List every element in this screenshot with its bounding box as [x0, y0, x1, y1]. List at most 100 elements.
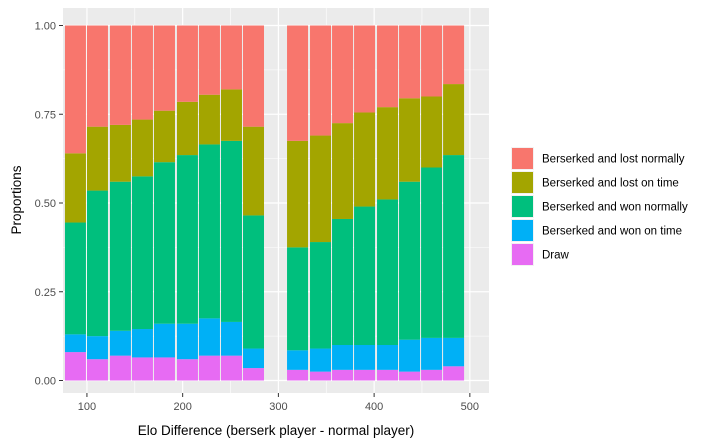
y-axis-title: Proportions	[9, 165, 24, 234]
bar-segment	[153, 357, 175, 381]
legend-label: Berserked and lost normally	[542, 154, 685, 166]
y-tick-label: 1.00	[35, 21, 56, 33]
bar-segment	[332, 123, 354, 219]
bar-segment	[243, 368, 265, 381]
bar-segment	[109, 25, 131, 125]
bar-segment	[64, 25, 86, 154]
bar-segment	[332, 25, 354, 124]
x-tick-label: 300	[269, 401, 287, 413]
bar-segment	[153, 323, 175, 358]
bar-segment	[109, 355, 131, 381]
bar-segment	[176, 359, 198, 381]
bar-segment	[243, 126, 265, 216]
bar-segment	[443, 366, 465, 381]
bar-segment	[332, 345, 354, 370]
bar-segment	[354, 369, 376, 381]
bar-segment	[220, 355, 242, 381]
bar-segment	[131, 329, 153, 358]
bar-segment	[443, 337, 465, 367]
bar-segment	[220, 140, 242, 322]
legend-swatch	[512, 148, 533, 169]
bar-segment	[310, 25, 332, 136]
bar-segment	[377, 345, 399, 370]
bar-segment	[287, 140, 309, 248]
bar-segment	[109, 181, 131, 331]
legend-label: Draw	[542, 250, 570, 262]
bar-segment	[64, 352, 86, 381]
legend-swatch	[512, 244, 533, 265]
bar-segment	[198, 25, 220, 95]
bar-segment	[198, 144, 220, 319]
bar-segment	[399, 181, 421, 340]
bar-segment	[310, 371, 332, 381]
y-tick-label: 0.75	[35, 109, 56, 121]
legend-swatch	[512, 196, 533, 217]
bar-segment	[399, 371, 421, 381]
bar-segment	[377, 107, 399, 200]
bar-segment	[64, 153, 86, 223]
bar-segment	[153, 25, 175, 111]
bar-segment	[243, 25, 265, 127]
bar-segment	[109, 330, 131, 356]
bar-segment	[443, 84, 465, 156]
bar-segment	[220, 321, 242, 356]
legend-label: Berserked and won on time	[542, 226, 682, 238]
bar-segment	[131, 357, 153, 381]
y-tick-label: 0.00	[35, 376, 56, 388]
bar-segment	[310, 135, 332, 243]
bar-segment	[131, 119, 153, 177]
bar-segment	[354, 345, 376, 370]
bar-segment	[421, 25, 443, 97]
bar-segment	[86, 25, 108, 127]
bar-segment	[64, 334, 86, 353]
legend: Berserked and lost normally Berserked and…	[511, 147, 688, 266]
bar-segment	[198, 94, 220, 145]
bar-segment	[131, 25, 153, 120]
bar-segment	[86, 336, 108, 360]
bar-segment	[131, 176, 153, 330]
bar-segment	[287, 25, 309, 141]
bar-segment	[109, 124, 131, 182]
bar-segment	[332, 369, 354, 381]
bar-segment	[377, 369, 399, 381]
bar-segment	[354, 206, 376, 345]
bar-segment	[421, 337, 443, 370]
bar-segment	[243, 348, 265, 369]
bar-segment	[198, 318, 220, 356]
bar-segment	[332, 218, 354, 345]
y-tick-label: 0.25	[35, 287, 56, 299]
y-axis: 0.00 0.25 0.50 0.75 1.00	[35, 21, 63, 388]
bar-segment	[198, 355, 220, 381]
bar-segment	[310, 242, 332, 349]
bar-segment	[443, 25, 465, 85]
bar-segment	[220, 89, 242, 141]
bar-segment	[354, 112, 376, 207]
bar-segment	[421, 96, 443, 168]
bar-segment	[153, 162, 175, 324]
x-tick-label: 500	[461, 401, 479, 413]
bar-segment	[310, 348, 332, 372]
bar-segment	[377, 199, 399, 345]
bar-segment	[354, 25, 376, 113]
bars	[64, 25, 465, 381]
legend-swatch	[512, 220, 533, 241]
bar-segment	[287, 369, 309, 381]
bar-segment	[86, 190, 108, 337]
x-axis: 100 200 300 400 500	[78, 393, 479, 413]
bar-segment	[153, 110, 175, 163]
bar-segment	[220, 25, 242, 90]
bar-segment	[399, 339, 421, 372]
bar-segment	[287, 247, 309, 351]
bar-segment	[64, 222, 86, 335]
bar-segment	[176, 155, 198, 324]
bar-segment	[287, 350, 309, 370]
bar-segment	[443, 155, 465, 338]
bar-segment	[421, 167, 443, 338]
bar-segment	[176, 25, 198, 102]
bar-segment	[243, 215, 265, 349]
bar-segment	[399, 98, 421, 182]
bar-segment	[421, 369, 443, 381]
bar-segment	[399, 25, 421, 99]
bar-segment	[176, 323, 198, 360]
bar-segment	[377, 25, 399, 108]
